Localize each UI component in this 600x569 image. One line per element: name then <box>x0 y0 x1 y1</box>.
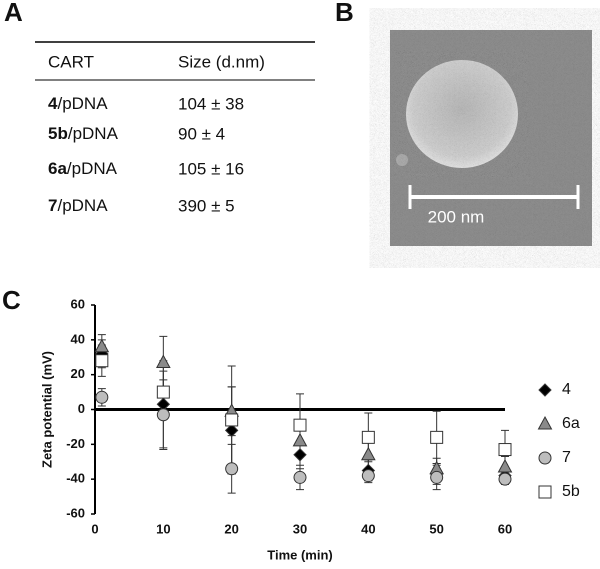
scale-bar-label: 200 nm <box>428 207 485 226</box>
y-tick-label: 40 <box>71 331 85 346</box>
marker <box>361 469 375 483</box>
marker <box>293 418 307 432</box>
x-tick-label: 0 <box>91 521 98 536</box>
x-tick-label: 40 <box>361 521 375 536</box>
x-tick-label: 20 <box>224 521 238 536</box>
marker <box>430 430 444 444</box>
table-header: Size (d.nm) <box>178 52 265 71</box>
table-cell: 104 ± 38 <box>178 94 244 113</box>
compound-id: 5b <box>48 124 68 143</box>
marker <box>538 383 552 397</box>
y-axis-title: Zeta potential (mV) <box>39 351 54 468</box>
marker <box>497 458 513 473</box>
table-cell: 90 ± 4 <box>178 124 225 143</box>
y-tick-label: -60 <box>66 505 85 520</box>
y-tick-label: 0 <box>78 401 85 416</box>
compound-suffix: /pDNA <box>68 124 119 143</box>
marker <box>155 354 171 368</box>
y-tick-label: 20 <box>71 366 85 381</box>
marker <box>538 451 552 465</box>
panel-label: B <box>335 0 354 27</box>
marker <box>94 338 110 353</box>
marker <box>225 413 239 427</box>
legend-label: 6a <box>562 415 580 432</box>
marker <box>293 448 307 462</box>
marker <box>430 470 444 484</box>
marker <box>361 430 375 444</box>
marker <box>292 432 308 447</box>
table-header: CART <box>48 52 94 71</box>
marker <box>95 390 109 404</box>
x-tick-label: 30 <box>293 521 307 536</box>
table-cell: 4/pDNA <box>48 94 108 113</box>
chart: -60 -40 -20 0 20 40 60 0 10 20 30 40 50 60 Time (min) Z… <box>39 296 579 562</box>
marker <box>360 446 376 461</box>
legend-label: 7 <box>562 449 571 466</box>
table-cell: 7/pDNA <box>48 196 108 215</box>
marker <box>498 472 512 486</box>
x-tick-label: 50 <box>429 521 443 536</box>
marker <box>537 415 553 430</box>
marker <box>498 443 512 457</box>
table-cell: 390 ± 5 <box>178 196 235 215</box>
marker <box>156 408 170 422</box>
legend-label: 4 <box>562 381 571 398</box>
marker <box>156 385 170 399</box>
table-cell: 6a/pDNA <box>48 159 118 178</box>
compound-suffix: /pDNA <box>67 159 118 178</box>
sem-image: 200 nm <box>390 30 592 246</box>
marker <box>95 354 109 368</box>
x-axis-title: Time (min) <box>267 547 333 562</box>
table-cell: 105 ± 16 <box>178 159 244 178</box>
x-tick-label: 60 <box>498 521 512 536</box>
legend-label: 5b <box>562 483 580 500</box>
table-body: 4/pDNA 104 ± 38 5b/pDNA 90 ± 4 6a/pDNA 105 ± … <box>48 94 244 215</box>
y-tick-label: -20 <box>66 436 85 451</box>
compound-suffix: /pDNA <box>57 196 108 215</box>
compound-id: 4 <box>48 94 58 113</box>
compound-suffix: /pDNA <box>57 94 108 113</box>
marker <box>538 485 552 499</box>
y-tick-label: 60 <box>71 296 85 311</box>
panel-label: A <box>4 0 23 27</box>
y-tick-label: -40 <box>66 471 85 486</box>
x-tick-label: 10 <box>156 521 170 536</box>
table-cell: 5b/pDNA <box>48 124 119 143</box>
marker <box>224 423 239 438</box>
panel-label: C <box>2 285 21 315</box>
compound-id: 6a <box>48 159 67 178</box>
marker <box>293 470 307 484</box>
compound-id: 7 <box>48 196 57 215</box>
marker <box>225 462 239 476</box>
